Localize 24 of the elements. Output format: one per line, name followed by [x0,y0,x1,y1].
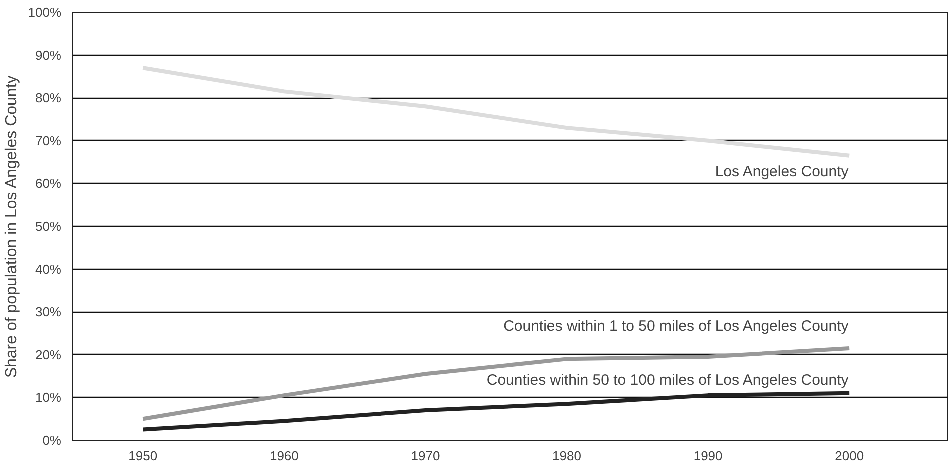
y-tick-label: 60% [35,176,62,192]
x-tick-label: 1950 [128,448,158,463]
y-tick-label: 20% [35,347,62,362]
line-series [141,346,852,422]
y-tick-label: 50% [35,219,62,234]
x-tick-label: 1980 [552,448,582,463]
y-tick-label: 40% [35,262,62,277]
x-tick-label: 1990 [694,448,723,463]
line-series [141,391,852,432]
y-tick-label: 10% [35,390,62,406]
y-tick-label: 30% [35,304,62,320]
line-series [141,66,852,158]
x-tick-label: 2000 [835,448,864,463]
x-tick-label: 1970 [411,448,440,463]
y-axis-title: Share of population in Los Angeles County [3,76,20,378]
series-label: Los Angeles County [715,163,850,180]
y-tick-label: 80% [35,90,62,106]
y-tick-label: 100% [28,5,62,20]
series-label: Counties within 50 to 100 miles of Los Angeles County [486,372,850,389]
y-tick-label: 0% [42,433,62,448]
y-tick-label: 70% [35,133,62,148]
y-tick-label: 90% [35,48,62,63]
x-tick-label: 1960 [270,448,299,463]
series-label: Counties within 1 to 50 miles of Los Angeles County [504,318,850,335]
